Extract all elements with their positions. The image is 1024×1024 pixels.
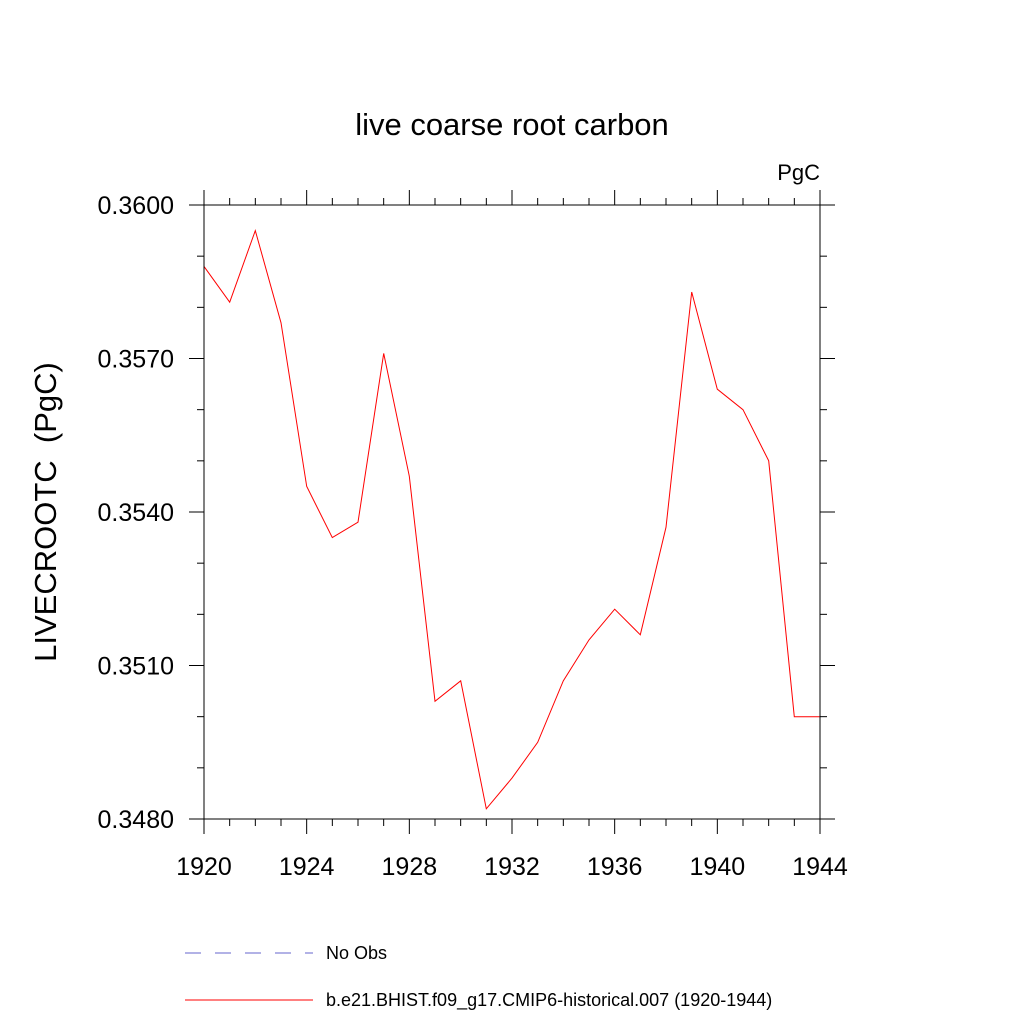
data-point bbox=[742, 409, 743, 410]
data-point bbox=[383, 353, 384, 354]
x-tick-label: 1928 bbox=[382, 853, 438, 881]
data-point bbox=[768, 460, 769, 461]
x-tick-label: 1920 bbox=[176, 853, 232, 881]
data-point bbox=[486, 808, 487, 809]
data-point bbox=[229, 302, 230, 303]
units-label: PgC bbox=[777, 160, 820, 185]
y-tick-label: 0.3540 bbox=[98, 499, 174, 527]
data-point bbox=[332, 537, 333, 538]
data-point bbox=[691, 291, 692, 292]
y-tick-label: 0.3600 bbox=[98, 192, 174, 220]
x-tick-label: 1940 bbox=[690, 853, 746, 881]
x-tick-label: 1936 bbox=[587, 853, 643, 881]
data-point bbox=[306, 486, 307, 487]
data-point bbox=[460, 680, 461, 681]
x-tick-label: 1932 bbox=[484, 853, 540, 881]
chart-title: live coarse root carbon bbox=[355, 107, 669, 142]
legend: No Obs b.e21.BHIST.f09_g17.CMIP6-historic… bbox=[185, 943, 772, 1011]
data-point bbox=[794, 716, 795, 717]
x-tick-label: 1924 bbox=[279, 853, 335, 881]
data-point bbox=[255, 230, 256, 231]
y-axis-label: LIVECROOTC (PgC) bbox=[28, 362, 63, 662]
y-tick-label: 0.3570 bbox=[98, 346, 174, 374]
data-point bbox=[537, 742, 538, 743]
data-point bbox=[717, 389, 718, 390]
data-point bbox=[280, 322, 281, 323]
y-tick-label: 0.3480 bbox=[98, 806, 174, 834]
data-point bbox=[434, 701, 435, 702]
series-line bbox=[203, 228, 820, 810]
data-point bbox=[614, 609, 615, 610]
plot-frame bbox=[203, 204, 821, 820]
data-point bbox=[409, 476, 410, 477]
data-point bbox=[665, 527, 666, 528]
x-tick-label: 1944 bbox=[792, 853, 848, 881]
data-point bbox=[588, 639, 589, 640]
data-point bbox=[511, 777, 512, 778]
data-point bbox=[563, 680, 564, 681]
data-series bbox=[203, 228, 820, 810]
data-point bbox=[357, 522, 358, 523]
tick-labels: 1920 1924 1928 1932 1936 1940 1944 0.3480 0.3510… bbox=[98, 192, 848, 881]
y-tick-label: 0.3510 bbox=[98, 653, 174, 681]
data-point bbox=[640, 634, 641, 635]
axis-ticks bbox=[189, 190, 835, 834]
legend-label: No Obs bbox=[326, 943, 387, 963]
legend-label: b.e21.BHIST.f09_g17.CMIP6-historical.007… bbox=[326, 990, 772, 1011]
